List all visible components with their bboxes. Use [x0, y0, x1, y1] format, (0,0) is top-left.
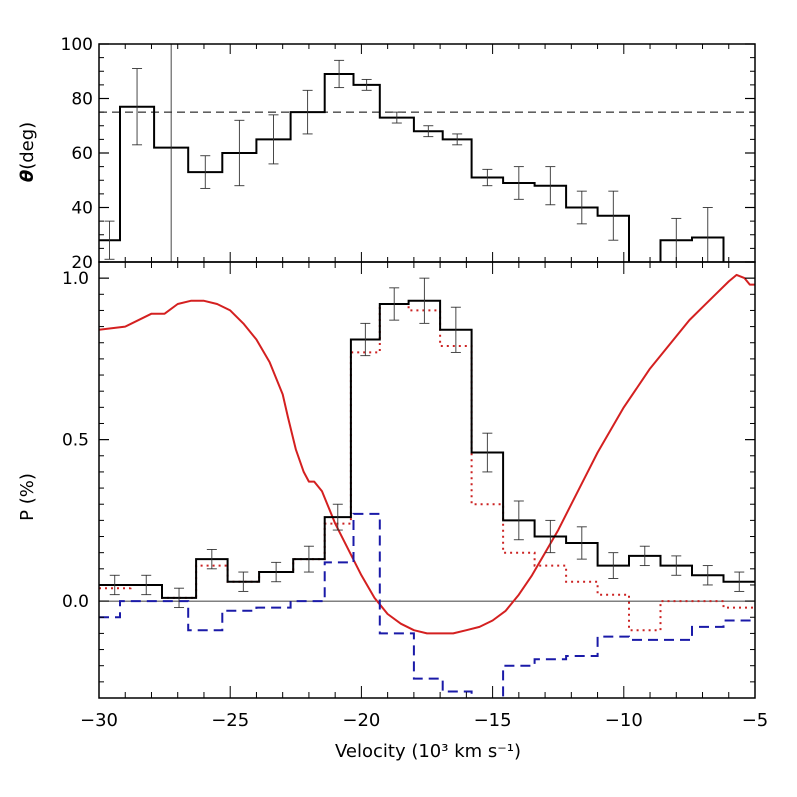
p-blue-dashed-step: [99, 512, 755, 698]
theta-axis-label: θ(deg): [17, 122, 38, 182]
theta-step-line: [99, 73, 725, 262]
theta-unit: (deg): [17, 122, 38, 170]
p-red-dotted-step: [99, 303, 755, 632]
theta-tick-label: 100: [61, 35, 93, 55]
p-axis-label: P (%): [17, 473, 38, 521]
polarization-panel: 0.0 0.5 1.0 −30 −25 −20 −15 −10 −5: [62, 261, 769, 731]
x-axis-label: Velocity (10³ km s⁻¹): [335, 741, 521, 762]
x-tick-label: −25: [211, 710, 249, 731]
x-tick-label: −5: [742, 710, 769, 731]
polarization-series-group: [99, 273, 755, 698]
x-tick-label: −30: [80, 710, 118, 731]
theta-symbol: θ: [17, 170, 38, 182]
p-tick-label: 1.0: [62, 269, 89, 289]
x-tick-label: −15: [474, 710, 512, 731]
theta-tick-label: 60: [71, 144, 93, 164]
x-tick-label: −10: [605, 710, 643, 731]
theta-series-group: [99, 44, 725, 262]
theta-tick-label: 80: [71, 90, 93, 110]
p-tick-label: 0.5: [62, 431, 89, 451]
polarization-frame: [98, 261, 756, 699]
x-tick-label: −20: [342, 710, 380, 731]
theta-frame: [98, 43, 756, 263]
flux-spectrum-line: [99, 273, 755, 635]
theta-tick-label: 40: [71, 199, 93, 219]
p-tick-label: 0.0: [62, 592, 89, 612]
p-total-step: [99, 299, 755, 599]
theta-tick-label: 20: [71, 253, 93, 273]
theta-panel: 20 40 60 80 100: [61, 35, 756, 273]
